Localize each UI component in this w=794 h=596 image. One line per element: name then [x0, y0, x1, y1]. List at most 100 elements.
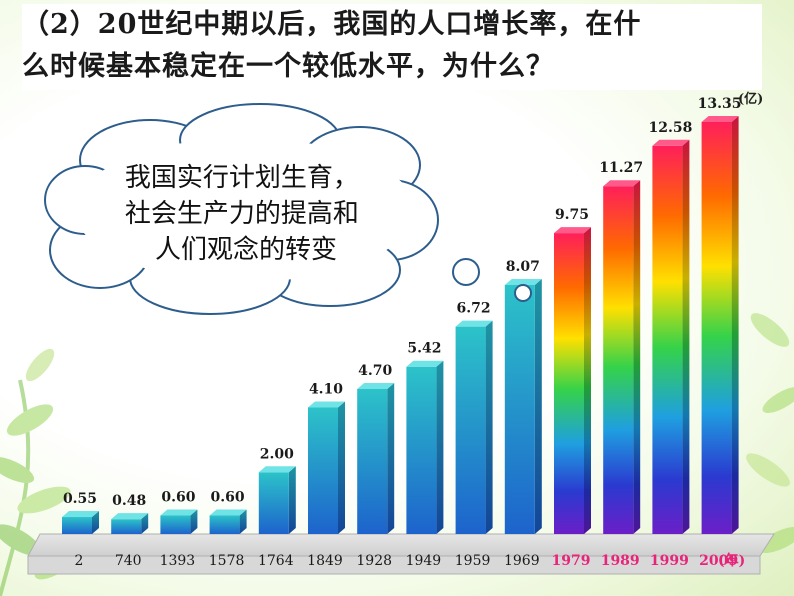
bar-top: [258, 466, 296, 473]
bar-side: [633, 180, 641, 534]
callout-line-2: 社会生产力的提高和: [125, 199, 359, 229]
bar-2009: [701, 116, 739, 534]
bar-top: [701, 116, 739, 122]
value-label: 9.75: [555, 207, 589, 223]
value-label: 0.48: [112, 493, 146, 509]
thought-bubble-large: [452, 258, 480, 286]
chart-floor: [27, 533, 775, 575]
bar-1578: [209, 509, 247, 534]
bar-top: [455, 320, 493, 327]
bar-side: [387, 382, 395, 534]
value-labels: 0.55 0.48 0.60 0.60 2.00 4.10 4.70 5.42 6.72 8.07…: [63, 96, 742, 509]
bar-top: [62, 511, 99, 518]
bar-top: [357, 382, 395, 389]
bar-1849: [308, 401, 345, 534]
bar-side: [584, 227, 591, 534]
x-tick-labels: 2 740 1393 1578 1764 1849 1928 1949 1959 1969 1979…: [75, 552, 746, 569]
x-tick-label: 2009: [699, 553, 738, 569]
question-line-2: 么时候基本稳定在一个较低水平，为什么？: [22, 51, 554, 82]
value-label: 11.27: [599, 160, 643, 176]
x-tick-label: 1578: [209, 553, 245, 569]
bar-side: [534, 278, 542, 534]
value-label: 0.55: [63, 491, 97, 507]
question-line-1: （2）20世纪中期以后，我国的人口增长率，在什: [22, 9, 642, 40]
x-tick-label: 2: [75, 553, 84, 569]
bar-side: [92, 511, 99, 534]
value-label: 12.58: [648, 120, 692, 136]
bar-1979: [554, 227, 591, 534]
x-tick-label: 740: [115, 553, 142, 569]
bar-1999: [652, 139, 690, 534]
svg-text:我国实行计划生育， 社会生产力的提高和: 我国实行计划生育， 社会生产力的提高和 人们观念的转变: [125, 163, 367, 265]
bar-top: [603, 180, 641, 187]
x-tick-label: 1999: [650, 553, 689, 569]
x-tick-label: 1949: [406, 553, 442, 569]
y-unit-label: (亿): [738, 91, 763, 107]
bar-front: [258, 472, 289, 534]
question-box: （2）20世纪中期以后，我国的人口增长率，在什 么时候基本稳定在一个较低水平，为…: [22, 4, 762, 90]
x-tick-label: 1979: [552, 553, 591, 569]
bar-top: [554, 227, 591, 234]
bar-1764: [258, 466, 296, 534]
bar-side: [731, 116, 739, 534]
bar-top: [652, 139, 690, 146]
x-tick-label: 1764: [258, 553, 294, 569]
bar-1989: [603, 180, 641, 534]
x-tick-label: 1393: [160, 553, 196, 569]
bar-front: [160, 515, 191, 534]
callout-line-1: 我国实行计划生育，: [125, 163, 359, 193]
value-label: 6.72: [457, 301, 491, 317]
bar-series: [62, 116, 739, 534]
bar-1949: [406, 360, 444, 534]
bar-2: [62, 511, 99, 534]
bar-side: [436, 360, 444, 534]
bar-front: [209, 515, 240, 534]
bar-front: [62, 517, 92, 534]
x-tick-label: 1959: [455, 553, 491, 569]
bar-side: [190, 509, 198, 534]
bar-1928: [357, 382, 395, 534]
callout-line-3: 人们观念的转变: [155, 235, 337, 265]
bar-side: [288, 466, 296, 534]
bar-top: [504, 278, 542, 285]
bar-top: [111, 513, 149, 520]
value-label: 0.60: [211, 489, 245, 505]
value-label: 4.10: [309, 381, 343, 397]
x-tick-label: 1849: [307, 553, 343, 569]
decorative-plant-right: [746, 313, 794, 554]
value-label: 8.07: [506, 259, 540, 275]
bar-front: [504, 284, 535, 534]
bar-top: [209, 509, 247, 516]
bar-side: [485, 320, 493, 534]
thought-bubble-small: [514, 284, 532, 302]
bar-front: [357, 388, 388, 534]
bar-front: [603, 186, 634, 534]
bar-front: [111, 519, 142, 534]
bar-top: [406, 360, 444, 367]
bar-side: [338, 401, 345, 534]
bar-1959: [455, 320, 493, 534]
value-label: 2.00: [260, 446, 294, 462]
x-tick-label: 1969: [504, 553, 540, 569]
bar-top: [308, 401, 345, 408]
bar-front: [701, 122, 732, 534]
x-tick-label: 1989: [601, 553, 640, 569]
value-label: 0.60: [161, 489, 195, 505]
x-tick-label: 1928: [356, 553, 392, 569]
bar-front: [455, 326, 486, 534]
bar-1393: [160, 509, 198, 534]
bar-front: [308, 407, 338, 534]
bar-front: [406, 366, 437, 534]
bar-front: [652, 145, 683, 534]
value-label: 5.42: [407, 341, 441, 357]
bar-side: [682, 139, 690, 534]
thought-callout: 我国实行计划生育， 社会生产力的提高和 人们观念的转变: [44, 103, 532, 315]
x-unit-label: (年): [718, 552, 745, 569]
bar-740: [111, 513, 149, 534]
bar-top: [160, 509, 198, 516]
value-label: 13.35: [698, 96, 742, 112]
bar-side: [239, 509, 247, 534]
bar-front: [554, 233, 584, 534]
bar-side: [141, 513, 149, 534]
